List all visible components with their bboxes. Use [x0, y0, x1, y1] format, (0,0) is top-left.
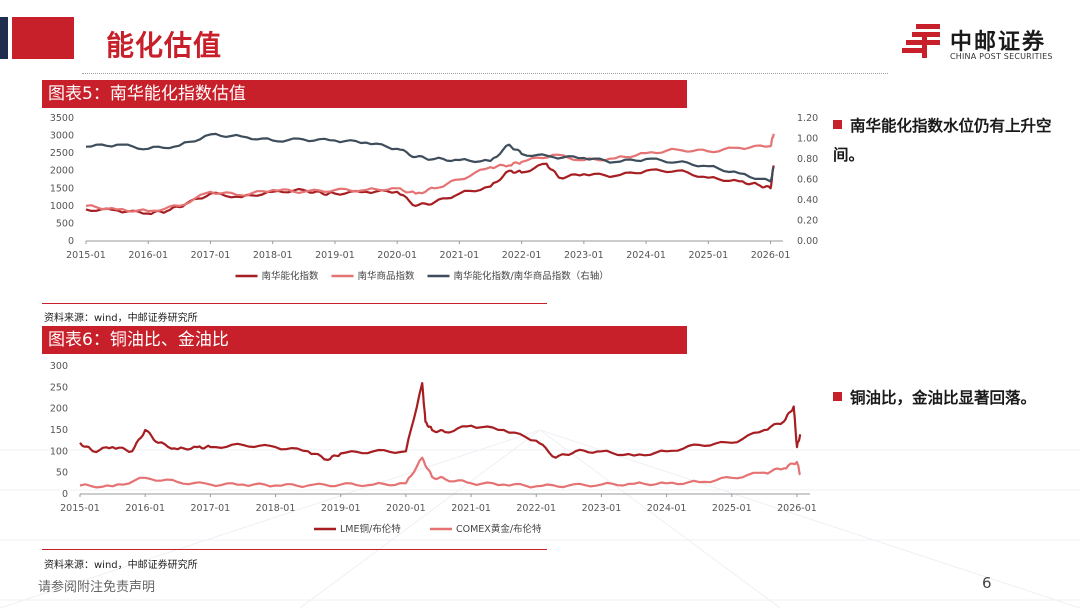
series-line-3	[85, 132, 775, 183]
y-axis-tick-label: 200	[50, 404, 68, 415]
figure-6-source-divider	[42, 549, 547, 550]
x-axis-tick-label: 2018-01	[256, 503, 296, 514]
disclaimer-note: 请参阅附注免责声明	[38, 580, 156, 595]
figure-6-header: 图表6：铜油比、金油比	[42, 326, 687, 354]
bullet-square-icon	[833, 392, 842, 401]
legend-label-2: 南华商品指数	[358, 270, 416, 282]
x-axis-tick-label: 2024-01	[647, 503, 687, 514]
y-axis-tick-label: 2000	[50, 166, 74, 177]
title-accent-bar-red	[12, 17, 74, 59]
page-title: 能化估值	[106, 29, 223, 62]
title-accent-bar-navy	[0, 17, 8, 59]
y2-axis-tick-label: 0.00	[797, 236, 818, 247]
x-axis-tick-label: 2024-01	[626, 250, 666, 261]
y-axis-tick-label: 0	[68, 236, 74, 247]
y-axis-tick-label: 500	[56, 218, 74, 229]
y-axis-tick-label: 300	[50, 361, 68, 372]
x-axis-tick-label: 2015-01	[66, 250, 106, 261]
x-axis-tick-label: 2025-01	[688, 250, 728, 261]
x-axis-tick-label: 2026-01	[777, 503, 817, 514]
bullet-square-icon	[833, 120, 842, 129]
china-post-logo-icon	[902, 24, 940, 58]
figure-5-commentary-text: 南华能化指数水位仍有上升空间。	[833, 117, 1052, 164]
y2-axis-tick-label: 0.80	[797, 154, 818, 165]
y-axis-tick-label: 1500	[50, 183, 74, 194]
series-line-1	[79, 382, 802, 461]
logo-chinese-text: 中邮证券	[950, 30, 1047, 55]
legend-label-1: LME铜/布伦特	[340, 523, 401, 535]
x-axis-tick-label: 2018-01	[253, 250, 293, 261]
y-axis-tick-label: 150	[50, 425, 68, 436]
x-axis-tick-label: 2017-01	[191, 503, 231, 514]
nanhua-valuation-chart: 0 500 1000 1500 2000 2500 3000 3500 0.00 0.20 0.40…	[50, 113, 818, 282]
x-axis-tick-label: 2020-01	[386, 503, 426, 514]
legend-label-2: COMEX黄金/布伦特	[456, 523, 542, 535]
x-axis-tick-label: 2017-01	[191, 250, 231, 261]
figure-5-header: 图表5：南华能化指数估值	[42, 80, 687, 108]
y-axis-tick-label: 1000	[50, 201, 74, 212]
y-axis-tick-label: 3500	[50, 113, 74, 124]
x-axis-tick-label: 2016-01	[128, 250, 168, 261]
series-line-2	[85, 133, 775, 213]
copper-gold-oil-ratio-chart: 0 50 100 150 200 250 300 2015-01 2016-01 2017-01 2…	[50, 361, 817, 535]
y2-axis-tick-label: 1.00	[797, 134, 818, 145]
x-axis-tick-label: 2022-01	[502, 250, 542, 261]
figure-5-source-divider	[42, 303, 547, 304]
x-axis-tick-label: 2019-01	[315, 250, 355, 261]
y2-axis-tick-label: 1.20	[797, 113, 818, 124]
x-axis-tick-label: 2026-01	[751, 250, 791, 261]
x-axis-tick-label: 2021-01	[451, 503, 491, 514]
y-axis-tick-label: 2500	[50, 148, 74, 159]
y-axis-tick-label: 100	[50, 446, 68, 457]
title-divider	[82, 73, 888, 74]
page-number: 6	[982, 574, 992, 592]
y-axis-tick-label: 3000	[50, 131, 74, 142]
y2-axis-tick-label: 0.40	[797, 195, 818, 206]
figure-6-source: 资料来源：wind，中邮证券研究所	[44, 560, 198, 571]
figure-6-commentary: 铜油比，金油比显著回落。	[833, 384, 1063, 413]
x-axis-tick-label: 2016-01	[125, 503, 165, 514]
figure-6-commentary-text: 铜油比，金油比显著回落。	[850, 389, 1037, 407]
x-axis-tick-label: 2023-01	[564, 250, 604, 261]
series-line-2	[79, 456, 802, 489]
y2-axis-tick-label: 0.60	[797, 175, 818, 186]
y-axis-tick-label: 50	[56, 468, 68, 479]
figure-5-source: 资料来源：wind，中邮证券研究所	[44, 313, 198, 324]
figure-5-commentary: 南华能化指数水位仍有上升空间。	[833, 112, 1063, 170]
x-axis-tick-label: 2020-01	[377, 250, 417, 261]
x-axis-tick-label: 2023-01	[582, 503, 622, 514]
logo-english-text: CHINA POST SECURITIES	[950, 52, 1053, 61]
x-axis-tick-label: 2021-01	[440, 250, 480, 261]
y-axis-tick-label: 0	[62, 489, 68, 500]
series-line-1	[85, 162, 775, 216]
x-axis-tick-label: 2022-01	[516, 503, 556, 514]
x-axis-tick-label: 2015-01	[60, 503, 100, 514]
x-axis-tick-label: 2025-01	[712, 503, 752, 514]
legend-label-3: 南华能化指数/南华商品指数（右轴）	[454, 270, 609, 282]
y2-axis-tick-label: 0.20	[797, 216, 818, 227]
legend-label-1: 南华能化指数	[262, 270, 320, 282]
x-axis-tick-label: 2019-01	[321, 503, 361, 514]
y-axis-tick-label: 250	[50, 382, 68, 393]
